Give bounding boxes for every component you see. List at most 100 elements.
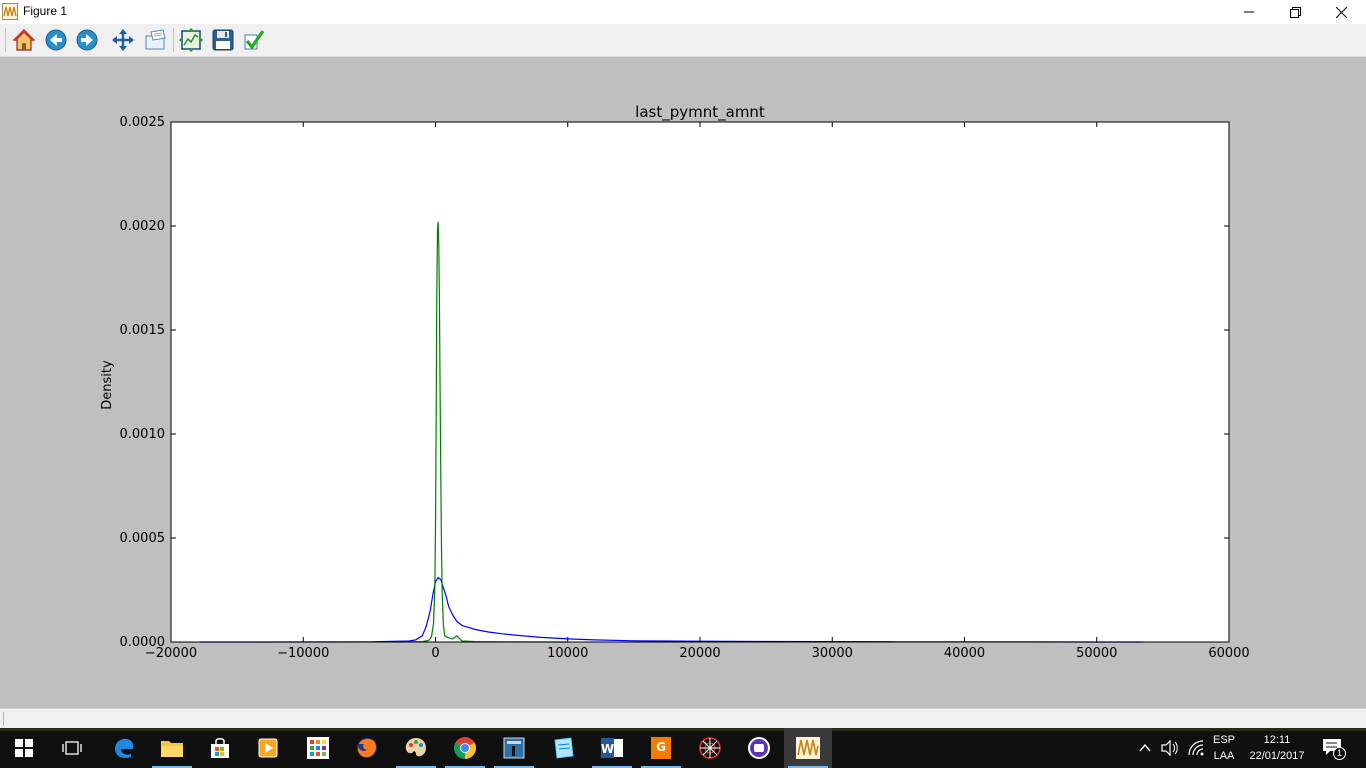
media-player-icon xyxy=(258,738,278,758)
minimize-icon xyxy=(1244,11,1254,13)
palette-icon xyxy=(405,738,426,757)
clock-time: 12:11 xyxy=(1263,734,1291,746)
back-button[interactable] xyxy=(43,27,69,53)
python-ide-app[interactable] xyxy=(490,728,538,768)
show-hidden-icons-button[interactable] xyxy=(1138,740,1152,759)
checkmark-icon xyxy=(244,30,265,50)
file-explorer-app[interactable] xyxy=(148,728,196,768)
notification-count-badge: 1 xyxy=(1333,747,1346,760)
notes-app[interactable] xyxy=(539,728,587,768)
y-tick-label: 0.0000 xyxy=(120,635,166,650)
pdf-app[interactable]: G xyxy=(637,728,685,768)
svg-text:W: W xyxy=(601,742,614,756)
toolbar-grip xyxy=(5,28,6,52)
store-bag-icon xyxy=(211,738,229,758)
pdf-icon: G xyxy=(651,737,671,759)
media-player-app[interactable] xyxy=(244,728,292,768)
network-button[interactable] xyxy=(1188,740,1204,760)
spider-app[interactable] xyxy=(686,728,734,768)
clock-date: 22/01/2017 xyxy=(1249,750,1305,762)
restore-button[interactable] xyxy=(1272,0,1318,24)
close-button[interactable] xyxy=(1318,0,1364,24)
input-language-button[interactable]: ESP LAA xyxy=(1210,732,1238,764)
y-tick-label: 0.0010 xyxy=(120,427,166,442)
pan-button[interactable] xyxy=(110,27,136,53)
clock-button[interactable]: 12:11 22/01/2017 xyxy=(1244,732,1310,764)
y-tick-label: 0.0005 xyxy=(120,531,166,546)
x-tick-label: 0 xyxy=(431,646,439,661)
paint-app[interactable] xyxy=(392,728,440,768)
figure-app[interactable] xyxy=(784,728,832,768)
plot-wave-icon xyxy=(796,737,820,759)
home-button[interactable] xyxy=(11,27,37,53)
x-tick-label: 60000 xyxy=(1208,646,1249,661)
title-bar: Figure 1 xyxy=(0,0,1366,24)
windows-taskbar: W G ESP LAA xyxy=(0,728,1366,768)
bot-app[interactable] xyxy=(735,728,783,768)
windows-logo-icon xyxy=(15,739,33,757)
firefox-app[interactable] xyxy=(343,728,391,768)
edit-button[interactable] xyxy=(241,27,267,53)
density-line-2 xyxy=(395,221,568,643)
status-bar xyxy=(0,708,1366,728)
store-app[interactable] xyxy=(196,728,244,768)
figure-canvas[interactable]: −20000 −10000 0 10000 20000 30000 40000 50000 60… xyxy=(0,57,1366,708)
x-tick-label: 30000 xyxy=(812,646,853,661)
forward-button[interactable] xyxy=(74,27,100,53)
keyboard-layout: LAA xyxy=(1213,750,1235,762)
zoom-rect-icon xyxy=(145,29,166,50)
svg-text:G: G xyxy=(656,740,666,754)
x-tick-label: 10000 xyxy=(547,646,588,661)
task-view-button[interactable] xyxy=(48,728,96,768)
edge-icon xyxy=(115,738,134,759)
notes-icon xyxy=(554,737,574,759)
speaker-icon xyxy=(1161,739,1178,757)
zoom-button[interactable] xyxy=(142,27,168,53)
start-button[interactable] xyxy=(0,728,48,768)
subplots-icon xyxy=(179,28,203,52)
action-center-button[interactable]: 1 xyxy=(1322,738,1346,760)
chart-title: last_pymnt_amnt xyxy=(635,103,765,122)
save-button[interactable] xyxy=(210,27,236,53)
status-grip xyxy=(3,712,4,726)
task-view-icon xyxy=(62,741,82,755)
ide-icon xyxy=(503,737,525,759)
floppy-disk-icon xyxy=(212,29,234,51)
x-tick-label: 20000 xyxy=(679,646,720,661)
bot-icon xyxy=(748,737,770,759)
x-tick-label: 50000 xyxy=(1076,646,1117,661)
chrome-app[interactable] xyxy=(441,728,489,768)
grid-apps-icon xyxy=(307,737,329,759)
matplotlib-app-icon xyxy=(2,3,18,20)
y-axis-label: Density xyxy=(100,360,115,410)
edge-app[interactable] xyxy=(100,728,148,768)
back-arrow-icon xyxy=(45,29,67,51)
word-app[interactable]: W xyxy=(588,728,636,768)
firefox-icon xyxy=(357,738,377,758)
volume-button[interactable] xyxy=(1161,739,1179,760)
language-code: ESP xyxy=(1212,734,1235,746)
subplots-button[interactable] xyxy=(178,27,204,53)
x-tick-label: 40000 xyxy=(944,646,985,661)
home-icon xyxy=(12,29,36,51)
close-icon xyxy=(1335,6,1347,18)
window-title: Figure 1 xyxy=(23,4,68,18)
app-launcher-app[interactable] xyxy=(294,728,342,768)
chrome-icon xyxy=(454,737,476,759)
minimize-button[interactable] xyxy=(1226,0,1272,24)
y-tick-label: 0.0020 xyxy=(120,219,166,234)
wifi-icon xyxy=(1188,740,1204,756)
folder-icon xyxy=(161,741,183,757)
x-tick-label: −20000 xyxy=(145,646,197,661)
x-tick-label: −10000 xyxy=(277,646,329,661)
y-tick-label: 0.0025 xyxy=(120,115,166,130)
forward-arrow-icon xyxy=(76,29,98,51)
word-icon: W xyxy=(601,738,623,758)
navigation-toolbar xyxy=(0,24,1366,57)
restore-icon xyxy=(1289,6,1301,18)
toolbar-separator xyxy=(173,28,174,52)
y-tick-label: 0.0015 xyxy=(120,323,166,338)
spider-web-icon xyxy=(699,737,721,759)
plot-area xyxy=(171,122,1229,642)
density-chart: −20000 −10000 0 10000 20000 30000 40000 50000 60… xyxy=(100,103,1250,661)
